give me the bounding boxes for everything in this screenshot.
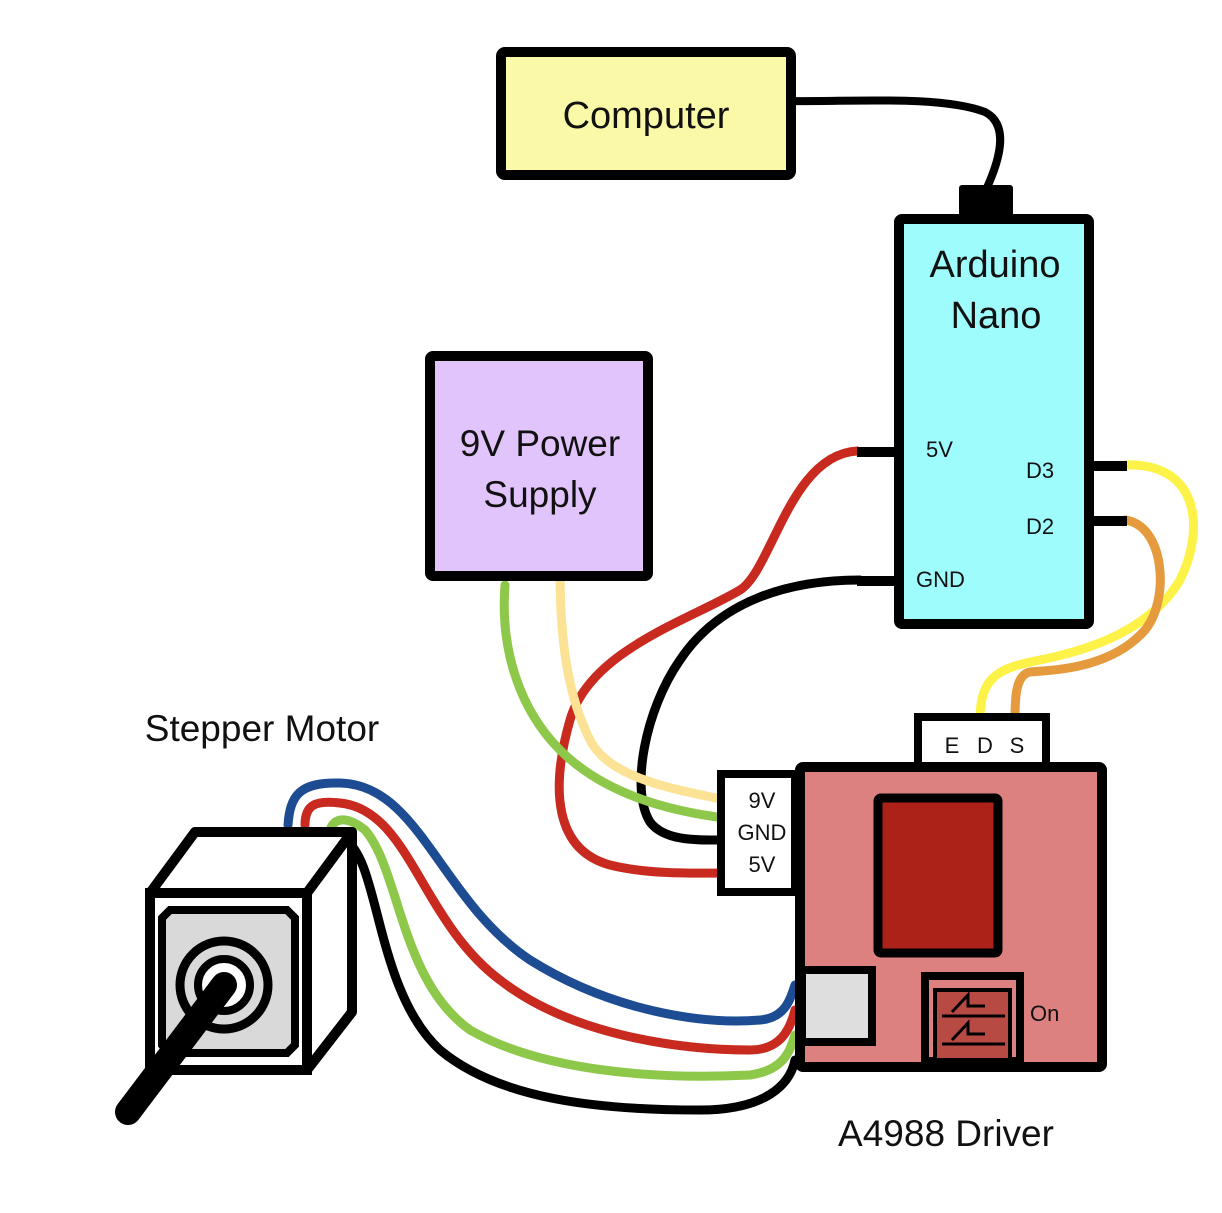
power-switch[interactable] [921,972,1024,1065]
motor-wire-black [340,835,800,1115]
eds-header [914,713,1050,771]
arduino-subtitle: Nano [951,295,1042,337]
pin-gnd-label: GND [916,567,965,592]
power-5v-label: 5V [749,852,776,877]
power-gnd-label: GND [738,820,787,845]
driver-label: A4988 Driver [838,1113,1054,1154]
motor-shaft [115,972,237,1125]
usb-cable [786,96,1005,196]
driver-chip [873,793,1003,958]
stepper-motor [115,827,357,1125]
wire-d2 [1010,515,1165,725]
pin-5v-label: 5V [926,437,953,462]
power-supply-subtitle: Supply [483,474,597,515]
pin-d2-label: D2 [1026,514,1054,539]
power-supply: 9V Power Supply [425,351,653,581]
computer-label: Computer [563,95,730,137]
motor-wire-red [300,797,800,1055]
wire-d3 [975,460,1199,725]
motor-wire-blue [283,778,800,1026]
power-header [717,770,799,896]
wire-psu-gnd [499,580,730,823]
eds-s-label: S [1010,733,1025,758]
pin-d2-stub [1087,516,1127,526]
power-9v-label: 9V [749,788,776,813]
arduino-nano: Arduino Nano 5V GND D3 D2 [857,185,1127,629]
stepper-motor-label: Stepper Motor [145,708,379,749]
switch-on-label: On [1030,1001,1059,1026]
pin-d3-stub [1087,461,1127,471]
usb-port [959,185,1013,223]
power-supply-title: 9V Power [460,423,620,464]
eds-d-label: D [977,733,993,758]
motor-wire-green [325,815,800,1081]
pin-5v-stub [857,447,901,457]
computer-box: Computer [496,47,796,180]
wire-5v [554,446,862,878]
a4988-driver: E D S 9V GND 5V On [717,713,1107,1072]
pin-d3-label: D3 [1026,458,1054,483]
eds-e-label: E [945,733,960,758]
pin-gnd-stub [857,576,901,586]
wire-gnd [636,575,865,845]
wire-psu-9v [555,565,730,805]
motor-output-connector [798,966,876,1046]
arduino-title: Arduino [930,244,1061,286]
